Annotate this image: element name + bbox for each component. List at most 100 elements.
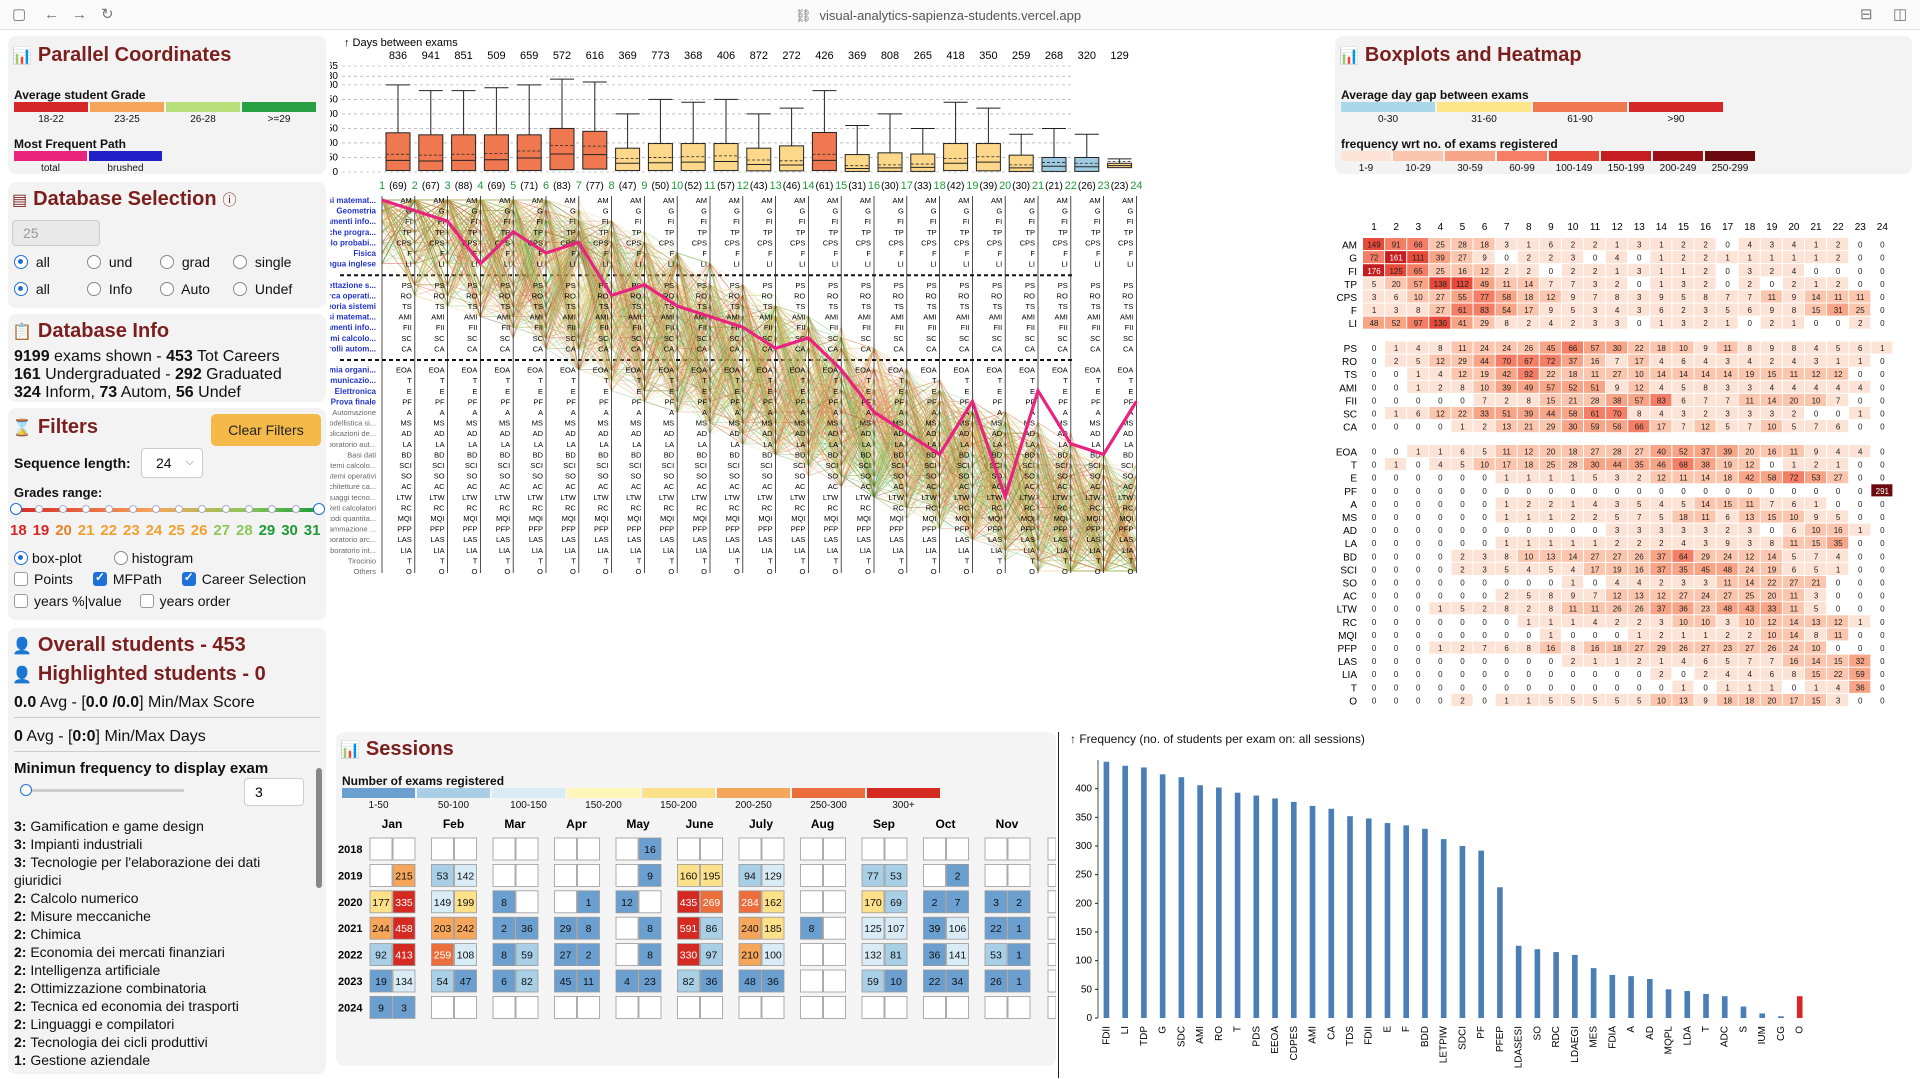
- heatmap-cell[interactable]: [1782, 497, 1804, 510]
- heatmap-cell[interactable]: [1606, 589, 1628, 602]
- heatmap-cell[interactable]: [1738, 575, 1760, 589]
- box[interactable]: [582, 130, 608, 170]
- heatmap-cell[interactable]: [1849, 641, 1871, 654]
- heatmap-cell[interactable]: [1760, 471, 1782, 484]
- heatmap-cell[interactable]: [1628, 615, 1650, 628]
- heatmap-cell[interactable]: [1628, 393, 1650, 406]
- heatmap-cell[interactable]: [1517, 549, 1539, 562]
- session-cell[interactable]: [638, 864, 662, 887]
- heatmap-cell[interactable]: [1694, 393, 1716, 406]
- session-cell[interactable]: [615, 916, 639, 940]
- session-cell[interactable]: [454, 995, 477, 1019]
- heatmap-cell[interactable]: [1561, 693, 1583, 706]
- heatmap-cell[interactable]: [1672, 536, 1694, 549]
- heatmap-cell[interactable]: [1363, 420, 1385, 433]
- heatmap-cell[interactable]: [1495, 575, 1517, 589]
- heatmap-cell[interactable]: [1561, 316, 1583, 329]
- parallel-coordinates-chart[interactable]: ↑ Days between exams36533030025020015010…: [330, 36, 1328, 726]
- session-cell[interactable]: [492, 837, 516, 861]
- heatmap-cell[interactable]: [1606, 523, 1628, 536]
- heatmap-cell[interactable]: [1385, 290, 1407, 303]
- heatmap-cell[interactable]: [1716, 458, 1738, 471]
- heatmap-cell[interactable]: [1451, 667, 1473, 680]
- grades-slider-track[interactable]: [16, 508, 319, 512]
- heatmap-cell[interactable]: [1716, 316, 1738, 329]
- heatmap-cell[interactable]: [1827, 536, 1849, 549]
- heatmap-cell[interactable]: [1738, 693, 1760, 706]
- heatmap-cell[interactable]: [1738, 615, 1760, 628]
- heatmap-cell[interactable]: [1628, 341, 1650, 354]
- heatmap-cell[interactable]: [1871, 341, 1893, 354]
- heatmap-cell[interactable]: [1760, 549, 1782, 562]
- heatmap-cell[interactable]: [1760, 510, 1782, 523]
- session-cell[interactable]: [884, 837, 908, 861]
- heatmap-cell[interactable]: [1495, 471, 1517, 484]
- heatmap-cell[interactable]: [1760, 380, 1782, 393]
- session-cell[interactable]: [577, 864, 600, 887]
- heatmap-cell[interactable]: [1584, 497, 1606, 510]
- heatmap-cell[interactable]: [1517, 251, 1539, 264]
- heatmap-cell[interactable]: [1517, 615, 1539, 628]
- heatmap-cell[interactable]: [1672, 238, 1694, 251]
- heatmap-cell[interactable]: [1407, 510, 1429, 523]
- session-cell[interactable]: [700, 943, 723, 966]
- heatmap-cell[interactable]: [1672, 641, 1694, 654]
- heatmap-cell[interactable]: [1539, 680, 1561, 693]
- session-cell[interactable]: [884, 969, 908, 993]
- radio-info[interactable]: Info: [87, 281, 132, 297]
- heatmap-cell[interactable]: [1539, 471, 1561, 484]
- heatmap-cell[interactable]: [1827, 277, 1849, 290]
- heatmap-cell[interactable]: [1672, 589, 1694, 602]
- session-cell[interactable]: [515, 916, 539, 940]
- heatmap-cell[interactable]: [1561, 238, 1583, 251]
- session-cell[interactable]: [454, 864, 477, 887]
- heatmap-cell[interactable]: [1738, 628, 1760, 641]
- heatmap-cell[interactable]: [1650, 471, 1672, 484]
- heatmap-cell[interactable]: [1760, 367, 1782, 380]
- heatmap-cell[interactable]: [1561, 615, 1583, 628]
- heatmap-cell[interactable]: [1407, 406, 1429, 420]
- heatmap-cell[interactable]: [1495, 420, 1517, 433]
- heatmap-cell[interactable]: [1517, 497, 1539, 510]
- heatmap-cell[interactable]: [1805, 367, 1827, 380]
- heatmap-cell[interactable]: [1385, 341, 1407, 354]
- heatmap-cell[interactable]: [1606, 277, 1628, 290]
- heatmap-cell[interactable]: [1517, 393, 1539, 406]
- heatmap-cell[interactable]: [1805, 615, 1827, 628]
- heatmap-cell[interactable]: [1760, 354, 1782, 367]
- session-cell[interactable]: [700, 969, 723, 993]
- heatmap-cell[interactable]: [1363, 615, 1385, 628]
- heatmap-cell[interactable]: [1782, 471, 1804, 484]
- session-cell[interactable]: [800, 864, 823, 887]
- heatmap-cell[interactable]: [1650, 277, 1672, 290]
- heatmap-cell[interactable]: [1805, 251, 1827, 264]
- heatmap-cell[interactable]: [1429, 628, 1451, 641]
- heatmap-cell[interactable]: [1672, 393, 1694, 406]
- heatmap-cell[interactable]: [1429, 420, 1451, 433]
- heatmap-cell[interactable]: [1716, 238, 1738, 251]
- heatmap-cell[interactable]: [1363, 471, 1385, 484]
- session-cell[interactable]: [1007, 943, 1031, 966]
- heatmap-cell[interactable]: [1495, 680, 1517, 693]
- session-cell[interactable]: [677, 890, 700, 914]
- heatmap-cell[interactable]: [1782, 406, 1804, 420]
- heatmap-cell[interactable]: [1451, 693, 1473, 706]
- heatmap-cell[interactable]: [1849, 680, 1871, 693]
- heatmap-cell[interactable]: [1561, 471, 1583, 484]
- heatmap-cell[interactable]: [1385, 251, 1407, 264]
- heatmap-cell[interactable]: [1716, 667, 1738, 680]
- heatmap-cell[interactable]: [1716, 420, 1738, 433]
- heatmap-cell[interactable]: [1473, 589, 1495, 602]
- session-cell[interactable]: [515, 943, 539, 966]
- years-value-checkbox[interactable]: years %|value: [14, 593, 122, 609]
- heatmap-cell[interactable]: [1760, 641, 1782, 654]
- session-cell[interactable]: [884, 890, 908, 914]
- heatmap-cell[interactable]: [1473, 471, 1495, 484]
- heatmap-cell[interactable]: [1849, 484, 1871, 497]
- heatmap-cell[interactable]: [1628, 575, 1650, 589]
- box[interactable]: [647, 143, 673, 172]
- heatmap-cell[interactable]: [1495, 497, 1517, 510]
- grade-tick[interactable]: [221, 505, 230, 513]
- grade-tick[interactable]: [128, 505, 137, 513]
- heatmap-cell[interactable]: [1407, 667, 1429, 680]
